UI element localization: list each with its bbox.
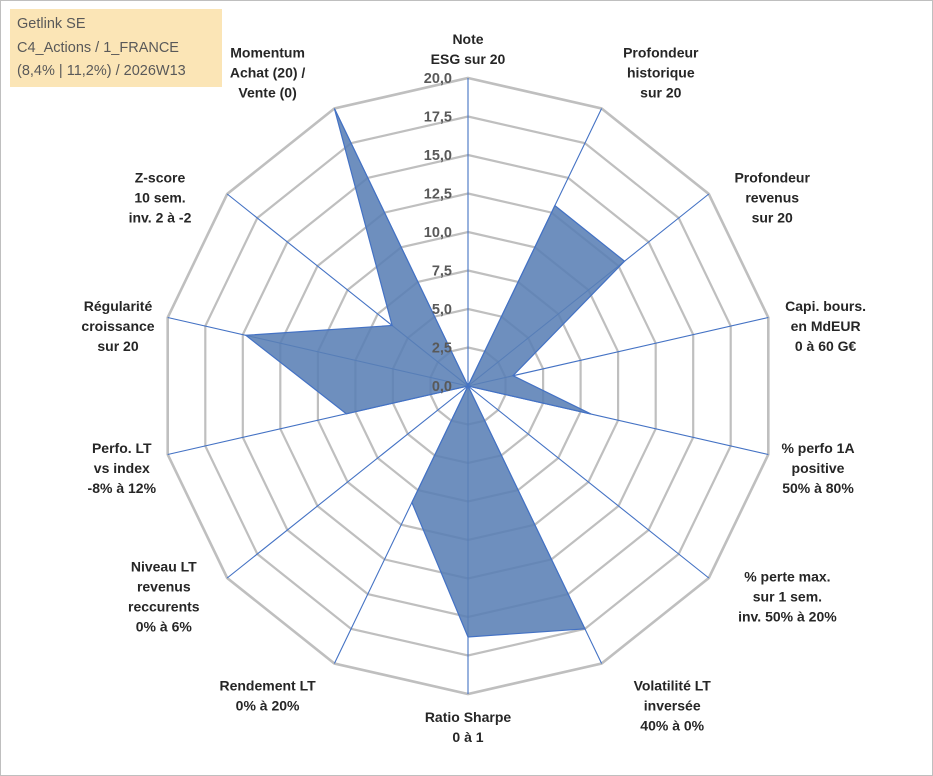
axis-label-line: Vente (0) — [238, 85, 296, 101]
axis-label-line: inv. 2 à -2 — [129, 210, 192, 226]
axis-label-line: Rendement LT — [219, 677, 316, 693]
axis-spoke — [467, 316, 769, 387]
radar-series — [244, 108, 626, 638]
axis-label-line: en MdEUR — [791, 318, 861, 334]
axis-label-line: Ratio Sharpe — [425, 709, 512, 725]
axis-label-line: Niveau LT — [131, 559, 197, 575]
axis-label-line: 0 à 60 G€ — [795, 338, 857, 354]
axis-label-line: Momentum — [230, 45, 305, 61]
axis-label-line: % perfo 1A — [781, 440, 854, 456]
axis-label: Momentum Achat (20) / Vente (0) — [230, 45, 306, 101]
axis-label-line: inv. 50% à 20% — [738, 609, 837, 625]
axis-label-line: Capi. bours. — [785, 298, 866, 314]
axis-label-line: sur 20 — [752, 210, 793, 226]
axis-label-line: positive — [792, 460, 845, 476]
axis-label-line: 0% à 6% — [136, 619, 193, 635]
axis-label: % perfo 1A positive 50% à 80% — [781, 440, 854, 496]
tick-label: 15,0 — [424, 148, 452, 164]
axis-label-line: sur 20 — [97, 338, 138, 354]
axis-label: Profondeur revenus sur 20 — [734, 170, 810, 226]
universe-label: C4_Actions / 1_FRANCE — [17, 39, 179, 56]
axis-label-line: historique — [627, 65, 695, 81]
axis-label-line: ESG sur 20 — [431, 51, 506, 67]
axis-label-line: 0% à 20% — [236, 697, 300, 713]
axis-spoke — [226, 385, 469, 579]
axis-label: Z-score 10 sem. inv. 2 à -2 — [129, 170, 192, 226]
axis-label-line: 10 sem. — [134, 190, 185, 206]
axis-label-line: 0 à 1 — [452, 729, 483, 745]
axis-label: Régularité croissance sur 20 — [81, 298, 154, 354]
axis-label-line: revenus — [137, 579, 191, 595]
axis-label-line: Achat (20) / — [230, 65, 306, 81]
axis-label-line: revenus — [745, 190, 799, 206]
axis-label-line: Note — [452, 31, 483, 47]
tick-label: 20,0 — [424, 71, 452, 87]
axis-label: Ratio Sharpe 0 à 1 — [425, 709, 512, 745]
axis-label-line: croissance — [81, 318, 154, 334]
axis-label-line: Régularité — [84, 298, 153, 314]
tick-label: 7,5 — [432, 264, 452, 280]
axis-label: Perfo. LT vs index -8% à 12% — [88, 440, 157, 496]
axis-label-line: 50% à 80% — [782, 480, 854, 496]
axis-label-line: Volatilité LT — [634, 677, 712, 693]
info-box: Getlink SE C4_Actions / 1_FRANCE (8,4% |… — [10, 9, 222, 87]
axis-label: Profondeur historique sur 20 — [623, 45, 699, 101]
tick-label: 0,0 — [432, 379, 452, 395]
axis-label-line: Profondeur — [734, 170, 810, 186]
axis-label-line: % perte max. — [744, 569, 830, 585]
axis-label: Note ESG sur 20 — [431, 31, 506, 67]
axis-label-line: Z-score — [135, 170, 186, 186]
axis-label: Capi. bours. en MdEUR 0 à 60 G€ — [785, 298, 866, 354]
tick-label: 17,5 — [424, 110, 452, 126]
radial-tick-labels: 0,0 2,5 5,0 7,5 10,0 12,5 15,0 17,5 20,0 — [424, 71, 452, 395]
axis-label-line: Perfo. LT — [92, 440, 152, 456]
axis-label-line: reccurents — [128, 599, 200, 615]
tick-label: 5,0 — [432, 302, 452, 318]
tick-label: 2,5 — [432, 341, 452, 357]
axis-label: Niveau LT revenus reccurents 0% à 6% — [128, 559, 200, 635]
axis-label-line: vs index — [94, 460, 150, 476]
axis-label-line: 40% à 0% — [640, 717, 704, 733]
tick-label: 12,5 — [424, 187, 452, 203]
axis-labels: Note ESG sur 20 Profondeur historique sur 20… — [81, 31, 866, 745]
axis-label-line: -8% à 12% — [88, 480, 157, 496]
tick-label: 10,0 — [424, 225, 452, 241]
axis-label-line: Profondeur — [623, 45, 699, 61]
axis-label-line: inversée — [644, 697, 701, 713]
axis-label: Volatilité LT inversée 40% à 0% — [634, 677, 712, 733]
axis-label: % perte max. sur 1 sem. inv. 50% à 20% — [738, 569, 837, 625]
axis-label: Rendement LT 0% à 20% — [219, 677, 316, 713]
axis-label-line: sur 1 sem. — [753, 589, 822, 605]
company-name: Getlink SE — [17, 16, 86, 32]
axis-label-line: sur 20 — [640, 85, 681, 101]
axis-spoke — [467, 385, 710, 579]
score-detail: (8,4% | 11,2%) / 2026W13 — [17, 63, 186, 79]
